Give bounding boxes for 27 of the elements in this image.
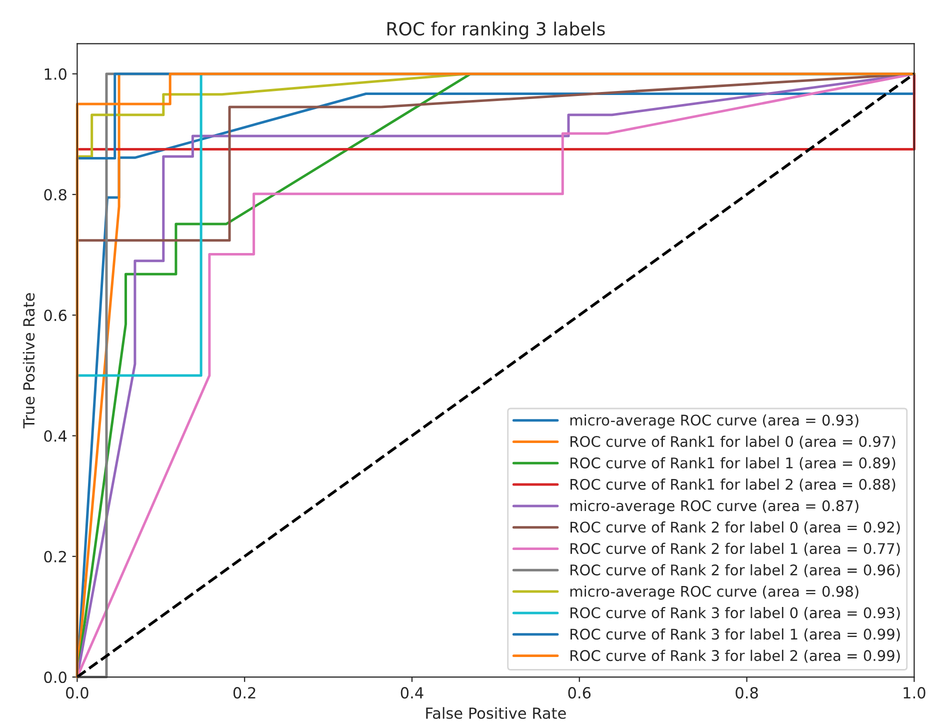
y-tick-label: 0.0 xyxy=(44,672,66,684)
legend-label: ROC curve of Rank 2 for label 0 (area = 0.92) xyxy=(570,521,900,534)
y-tick-label: 0.6 xyxy=(44,310,67,322)
y-tick-label: 0.8 xyxy=(44,188,66,200)
x-tick-label: 0.2 xyxy=(233,687,256,699)
x-tick-label: 0.8 xyxy=(736,687,758,699)
legend-label: ROC curve of Rank 3 for label 1 (area = 0.99) xyxy=(570,628,900,642)
y-tick-label: 0.4 xyxy=(44,430,67,442)
x-tick-label: 0.4 xyxy=(400,687,424,699)
legend-label: ROC curve of Rank1 for label 1 (area = 0.89) xyxy=(570,457,896,470)
x-tick-label: 0.0 xyxy=(66,687,88,699)
x-tick-label: 0.6 xyxy=(568,687,591,699)
legend-label: ROC curve of Rank 3 for label 2 (area = 0.99) xyxy=(570,650,900,663)
chart-title: ROC for ranking 3 labels xyxy=(387,22,605,40)
legend-label: ROC curve of Rank1 for label 0 (area = 0.97) xyxy=(570,436,896,449)
y-tick-label: 0.2 xyxy=(44,550,66,562)
x-tick-label: 1.0 xyxy=(904,687,926,699)
y-axis-title: True Positive Rate xyxy=(22,293,35,428)
legend-label: ROC curve of Rank 3 for label 0 (area = 0.93) xyxy=(570,606,900,620)
legend-label: ROC curve of Rank 2 for label 2 (area = 0.96) xyxy=(570,564,900,578)
x-axis-title: False Positive Rate xyxy=(426,707,566,719)
legend-label: ROC curve of Rank1 for label 2 (area = 0.88) xyxy=(570,478,896,492)
legend-label: ROC curve of Rank 2 for label 1 (area = 0.77) xyxy=(570,542,900,556)
legend-label: micro-average ROC curve (area = 0.93) xyxy=(570,414,858,428)
legend-label: micro-average ROC curve (area = 0.87) xyxy=(570,500,858,514)
legend-label: micro-average ROC curve (area = 0.98) xyxy=(570,586,858,600)
y-tick-label: 1.0 xyxy=(44,68,66,80)
